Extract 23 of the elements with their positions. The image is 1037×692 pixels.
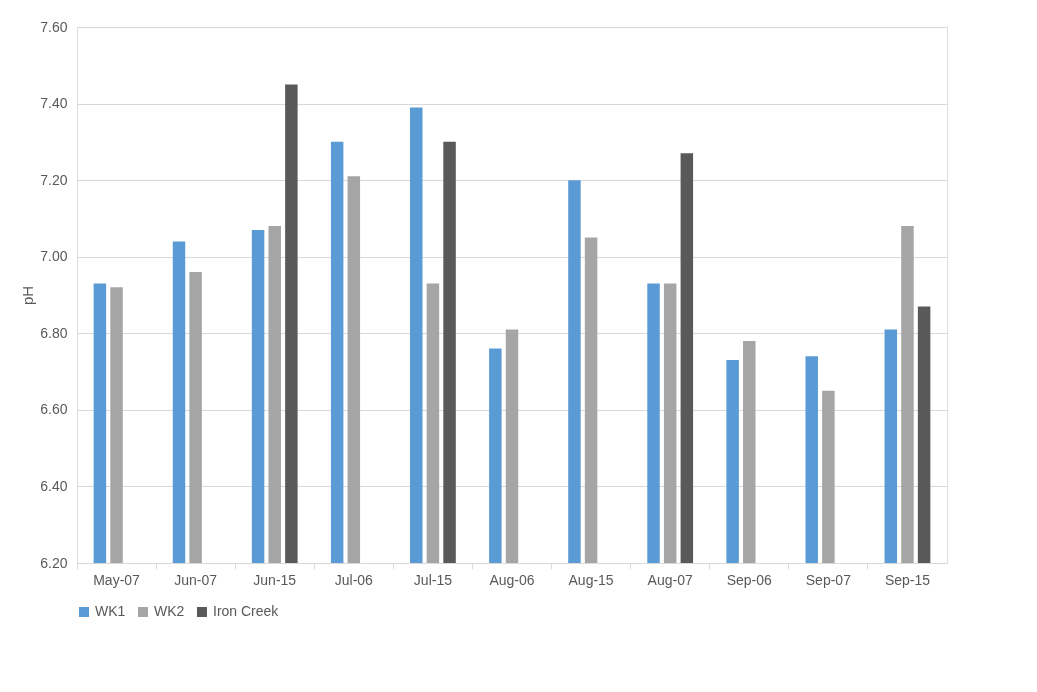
legend-label: Iron Creek [213,603,280,619]
x-tick-label: May-07 [93,571,141,588]
y-tick-label: 6.80 [40,324,68,341]
x-tick-label: Jul-15 [413,571,453,588]
y-tick-label: 7.00 [40,248,68,265]
x-tick-label: Jun-15 [253,571,297,588]
x-tick-label: Aug-07 [647,571,693,588]
x-tick-label: Sep-15 [884,571,931,588]
x-tick-label: Sep-06 [726,571,773,588]
x-tick-label: Aug-15 [568,571,614,588]
y-axis-title: pH [19,285,37,306]
x-tick-label: Aug-06 [489,571,535,588]
y-tick-label: 6.20 [40,554,68,571]
y-tick-label: 7.60 [40,18,68,35]
y-tick-label: 7.20 [40,171,68,188]
y-tick-label: 7.40 [40,95,68,112]
x-tick-label: Sep-07 [805,571,852,588]
legend-label: WK1 [95,603,126,619]
x-tick-label: Jun-07 [174,571,218,588]
y-tick-label: 6.60 [40,401,68,418]
legend-label: WK2 [154,603,185,619]
x-tick-label: Jul-06 [334,571,374,588]
y-tick-label: 6.40 [40,477,68,494]
